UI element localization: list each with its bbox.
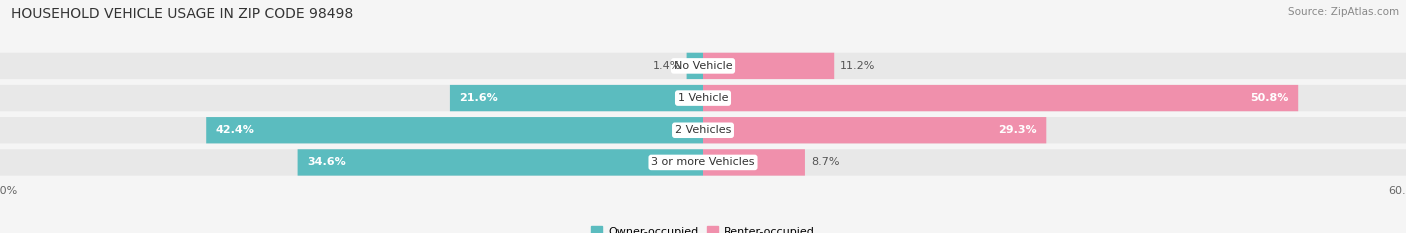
Text: 11.2%: 11.2%: [841, 61, 876, 71]
FancyBboxPatch shape: [450, 85, 703, 111]
Text: HOUSEHOLD VEHICLE USAGE IN ZIP CODE 98498: HOUSEHOLD VEHICLE USAGE IN ZIP CODE 9849…: [11, 7, 353, 21]
FancyBboxPatch shape: [703, 149, 804, 176]
Text: 1.4%: 1.4%: [652, 61, 681, 71]
Text: Source: ZipAtlas.com: Source: ZipAtlas.com: [1288, 7, 1399, 17]
FancyBboxPatch shape: [207, 117, 703, 144]
FancyBboxPatch shape: [0, 149, 1406, 176]
Text: 21.6%: 21.6%: [460, 93, 498, 103]
FancyBboxPatch shape: [703, 53, 834, 79]
FancyBboxPatch shape: [703, 117, 1046, 144]
FancyBboxPatch shape: [0, 85, 1406, 111]
FancyBboxPatch shape: [298, 149, 703, 176]
FancyBboxPatch shape: [0, 53, 1406, 79]
Text: 34.6%: 34.6%: [307, 158, 346, 168]
Text: No Vehicle: No Vehicle: [673, 61, 733, 71]
FancyBboxPatch shape: [0, 117, 1406, 144]
FancyBboxPatch shape: [703, 85, 1298, 111]
Text: 29.3%: 29.3%: [998, 125, 1038, 135]
FancyBboxPatch shape: [686, 53, 703, 79]
Text: 8.7%: 8.7%: [811, 158, 839, 168]
Text: 50.8%: 50.8%: [1250, 93, 1289, 103]
Legend: Owner-occupied, Renter-occupied: Owner-occupied, Renter-occupied: [586, 222, 820, 233]
Text: 42.4%: 42.4%: [215, 125, 254, 135]
Text: 1 Vehicle: 1 Vehicle: [678, 93, 728, 103]
Text: 3 or more Vehicles: 3 or more Vehicles: [651, 158, 755, 168]
Text: 2 Vehicles: 2 Vehicles: [675, 125, 731, 135]
